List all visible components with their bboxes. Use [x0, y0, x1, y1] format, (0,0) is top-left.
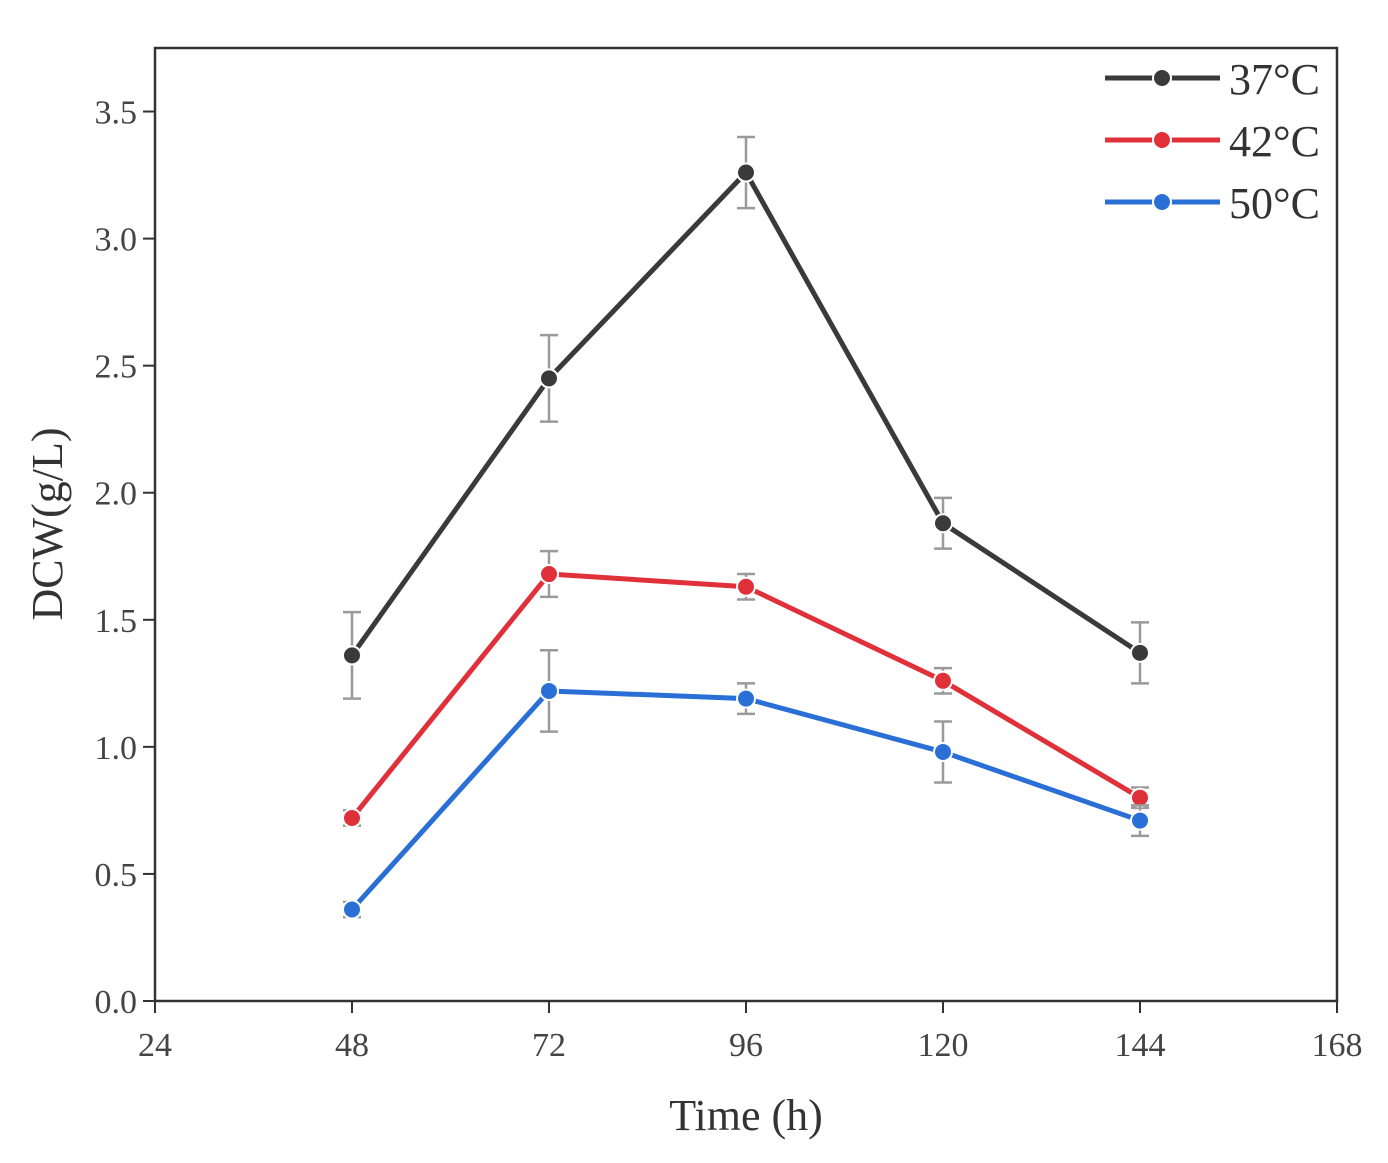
legend-label: 42°C: [1229, 117, 1320, 166]
series-2: [342, 649, 1150, 920]
series-1: [342, 549, 1150, 829]
data-point: [539, 564, 559, 585]
y-tick-label: 1.5: [95, 603, 138, 640]
x-axis-title: Time (h): [669, 1091, 823, 1140]
y-tick-label: 3.0: [95, 222, 138, 259]
x-tick-label: 48: [335, 1027, 369, 1064]
x-tick-label: 24: [138, 1027, 172, 1064]
data-point: [539, 368, 559, 389]
legend-label: 50°C: [1229, 179, 1320, 228]
data-point: [342, 899, 362, 920]
series-line: [350, 688, 1141, 912]
y-tick-label: 2.0: [95, 476, 138, 513]
y-axis-title: DCW(g/L): [23, 427, 72, 620]
data-point: [736, 688, 756, 709]
data-point: [1130, 810, 1150, 831]
y-tick-label: 1.0: [95, 730, 138, 767]
data-point: [736, 162, 756, 183]
series-layer: [342, 135, 1150, 920]
x-tick-label: 144: [1115, 1027, 1166, 1064]
x-tick-label: 72: [532, 1027, 566, 1064]
y-tick-label: 0.5: [95, 857, 138, 894]
y-tick-label: 0.0: [95, 984, 138, 1021]
data-point: [933, 741, 953, 762]
series-0: [342, 135, 1150, 700]
data-point: [342, 645, 362, 666]
legend-marker: [1152, 130, 1172, 150]
legend-label: 37°C: [1229, 55, 1320, 104]
x-tick-label: 168: [1312, 1027, 1363, 1064]
data-point: [1130, 787, 1150, 808]
data-point: [933, 513, 953, 534]
data-point: [1130, 642, 1150, 663]
x-tick-label: 120: [918, 1027, 969, 1064]
data-point: [539, 680, 559, 701]
legend-marker: [1152, 68, 1172, 88]
data-point: [736, 576, 756, 597]
data-point: [342, 808, 362, 829]
data-point: [933, 670, 953, 691]
legend: 37°C 42°C 50°C: [1105, 55, 1320, 228]
y-ticks: 0.0 0.5 1.0 1.5 2.0 2.5 3.0 3.5: [95, 95, 155, 1021]
x-tick-label: 96: [729, 1027, 763, 1064]
y-tick-label: 2.5: [95, 349, 138, 386]
y-tick-label: 3.5: [95, 95, 138, 132]
legend-marker: [1152, 192, 1172, 212]
x-ticks: 24 48 72 96 120 144 168: [138, 1001, 1363, 1064]
